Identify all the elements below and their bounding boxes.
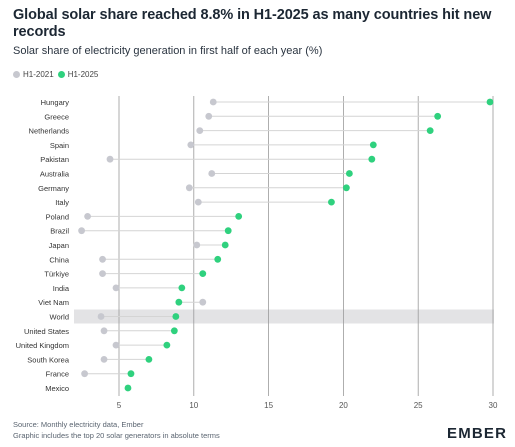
dot-h1-2025-australia	[345, 170, 353, 177]
x-tick-label-30: 30	[489, 401, 498, 410]
legend-marker-h1-2025	[57, 71, 65, 78]
category-label-viet-nam: Viet Nam	[38, 298, 69, 307]
dot-h1-2025-japan	[221, 241, 229, 249]
dot-h1-2025-greece	[434, 112, 442, 120]
category-label-australia: Australia	[40, 170, 70, 179]
chart-title: Global solar share reached 8.8% in H1-20…	[13, 7, 492, 40]
dot-h1-2021-spain	[187, 141, 195, 149]
dot-h1-2025-viet-nam	[175, 298, 183, 306]
dot-h1-2025-united-kingdom	[163, 341, 171, 349]
dot-h1-2021-poland	[84, 213, 91, 220]
category-label-poland: Poland	[46, 212, 69, 221]
category-label-hungary: Hungary	[41, 98, 70, 107]
dot-h1-2021-greece	[205, 112, 213, 120]
category-label-south-korea: South Korea	[27, 355, 70, 364]
category-label-italy: Italy	[55, 198, 69, 207]
dot-h1-2021-pakistan	[106, 155, 114, 163]
category-label-pakistan: Pakistan	[40, 155, 69, 164]
category-label-germany: Germany	[38, 184, 69, 193]
dot-h1-2021-japan	[193, 241, 201, 249]
legend-marker-h1-2021	[13, 71, 20, 78]
legend-label-h1-2025: H1-2025	[67, 70, 99, 79]
dot-h1-2025-hungary	[486, 98, 494, 106]
dot-h1-2025-india	[178, 284, 186, 292]
dot-h1-2025-pakistan	[368, 155, 376, 163]
category-label-t-rkiye: Türkiye	[44, 270, 69, 279]
dot-h1-2025-t-rkiye	[199, 270, 207, 277]
dot-h1-2021-united-states	[100, 327, 108, 335]
chart-subtitle: Solar share of electricity generation in…	[13, 45, 323, 57]
dot-h1-2025-united-states	[170, 327, 178, 335]
dot-h1-2025-mexico	[124, 384, 132, 392]
x-tick-label-10: 10	[189, 401, 198, 410]
dot-h1-2021-china	[99, 255, 106, 263]
dot-h1-2025-china	[214, 255, 222, 263]
dot-h1-2025-world	[172, 313, 180, 320]
dot-h1-2021-france	[81, 370, 88, 378]
dot-h1-2025-poland	[235, 213, 243, 220]
x-tick-label-5: 5	[117, 401, 122, 410]
category-label-united-states: United States	[24, 327, 69, 336]
legend-item-h1-2025[interactable]: H1-2025	[57, 70, 99, 79]
category-label-mexico: Mexico	[45, 384, 69, 393]
dot-h1-2021-viet-nam	[199, 298, 207, 306]
category-label-france: France	[46, 370, 69, 379]
dot-h1-2025-france	[127, 370, 135, 378]
dot-h1-2021-world	[97, 313, 105, 320]
footer: Source: Monthly electricity data, Ember …	[13, 419, 220, 441]
category-label-china: China	[49, 255, 69, 264]
dot-h1-2021-t-rkiye	[99, 270, 106, 277]
x-tick-label-15: 15	[264, 401, 273, 410]
legend-item-h1-2021[interactable]: H1-2021	[13, 70, 54, 79]
dot-h1-2021-germany	[185, 184, 193, 192]
dot-h1-2021-south-korea	[100, 356, 108, 363]
x-tick-label-20: 20	[339, 401, 348, 410]
category-label-netherlands: Netherlands	[29, 127, 70, 136]
dot-h1-2025-italy	[328, 198, 335, 206]
dot-h1-2021-united-kingdom	[112, 341, 120, 349]
dot-h1-2025-germany	[342, 184, 350, 192]
legend: H1-2021 H1-2025	[13, 70, 102, 79]
legend-label-h1-2021: H1-2021	[23, 70, 54, 79]
scope-note: Graphic includes the top 20 solar genera…	[13, 431, 220, 440]
category-label-india: India	[53, 284, 70, 293]
dot-h1-2021-hungary	[209, 98, 217, 106]
x-tick-label-25: 25	[414, 401, 423, 410]
dot-h1-2021-australia	[208, 170, 216, 177]
dot-h1-2021-india	[112, 284, 120, 292]
dot-h1-2025-netherlands	[426, 127, 434, 134]
dot-h1-2025-spain	[369, 141, 377, 149]
category-label-united-kingdom: United Kingdom	[16, 341, 69, 350]
category-label-brazil: Brazil	[50, 227, 69, 236]
category-label-spain: Spain	[50, 141, 69, 150]
dot-h1-2021-italy	[194, 198, 202, 206]
ember-logo: EMBER	[447, 425, 508, 442]
category-label-world: World	[50, 313, 69, 322]
source-note: Source: Monthly electricity data, Ember	[13, 420, 144, 429]
category-label-japan: Japan	[49, 241, 69, 250]
dot-h1-2025-brazil	[224, 227, 232, 235]
category-label-greece: Greece	[44, 112, 69, 121]
dot-h1-2021-netherlands	[196, 127, 204, 134]
highlight-band-world	[74, 309, 494, 324]
dot-h1-2025-south-korea	[145, 356, 153, 363]
dot-h1-2021-brazil	[78, 227, 85, 235]
